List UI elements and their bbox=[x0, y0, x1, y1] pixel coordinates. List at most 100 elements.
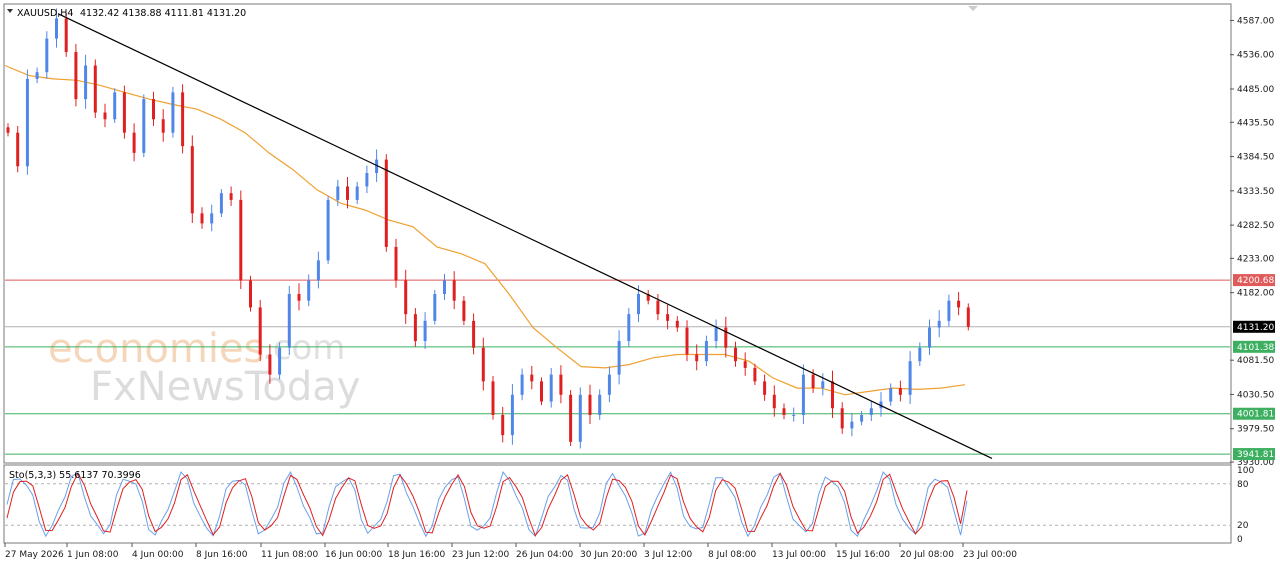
scroll-marker-icon[interactable] bbox=[968, 6, 978, 11]
candle-body bbox=[45, 38, 49, 73]
candle-body bbox=[152, 99, 155, 120]
candle-body bbox=[6, 127, 10, 133]
stochastic-label: Sto(5,3,3) 55.6137 70.3996 bbox=[9, 470, 141, 481]
price-tick-label: 4384.50 bbox=[1237, 153, 1274, 163]
candle-body bbox=[103, 112, 107, 120]
time-tick-label: 20 Jul 08:00 bbox=[900, 550, 954, 560]
candle-body bbox=[860, 414, 864, 422]
candle-body bbox=[423, 320, 427, 342]
candle-body bbox=[734, 347, 737, 362]
candle-body bbox=[501, 414, 505, 436]
stoch-tick-label: 80 bbox=[1237, 480, 1249, 490]
price-axis: 4587.00 4536.00 4485.00 4435.50 4384.50 4333.… bbox=[1230, 16, 1274, 468]
price-tags: 4200.68 4131.20 4101.38 4001.81 3941.81 bbox=[1233, 274, 1275, 461]
candle-body bbox=[879, 401, 883, 409]
candle-body bbox=[190, 146, 194, 214]
candle-body bbox=[229, 193, 233, 200]
stoch-tick-label: 20 bbox=[1237, 521, 1249, 531]
candle-body bbox=[937, 320, 941, 328]
time-axis: 27 May 2026 1 Jun 08:00 4 Jun 00:00 8 Jun 1… bbox=[4, 543, 1017, 560]
candle-body bbox=[831, 381, 834, 409]
triangle-down-icon[interactable] bbox=[7, 9, 13, 13]
candle-body bbox=[801, 374, 805, 415]
candle-body bbox=[336, 186, 340, 200]
candle-body bbox=[355, 186, 359, 200]
watermark-fxnewstoday: FxNewsToday bbox=[90, 364, 360, 410]
candle-body bbox=[443, 280, 446, 294]
candle-body bbox=[452, 280, 456, 301]
candle-body bbox=[637, 293, 640, 315]
candle-body bbox=[869, 408, 873, 415]
candle-body bbox=[268, 354, 272, 375]
time-tick-label: 23 Jul 00:00 bbox=[963, 550, 1017, 560]
time-tick-label: 13 Jul 00:00 bbox=[772, 550, 826, 560]
time-tick-label: 15 Jul 16:00 bbox=[836, 550, 890, 560]
price-tick-label: 4030.50 bbox=[1237, 390, 1274, 400]
candle-body bbox=[569, 394, 573, 442]
candle-body bbox=[326, 199, 330, 261]
level-lines bbox=[5, 279, 1230, 455]
candle-body bbox=[394, 246, 398, 281]
watermark: economies .com FxNewsToday bbox=[48, 326, 360, 410]
moving-average bbox=[4, 64, 966, 396]
candle-body bbox=[297, 293, 301, 301]
price-tag-label: 4131.20 bbox=[1237, 323, 1274, 333]
candle-body bbox=[724, 327, 728, 348]
candle-body bbox=[908, 361, 912, 395]
price-tag-4131.20 bbox=[1233, 320, 1275, 333]
candle-body bbox=[365, 173, 369, 187]
candle-body bbox=[792, 414, 796, 416]
candle-body bbox=[25, 78, 29, 167]
price-tick-label: 4233.00 bbox=[1237, 254, 1274, 264]
stochastic-lines: 100 80 20 0 bbox=[5, 466, 1254, 545]
price-tick-label: 3930.00 bbox=[1237, 458, 1274, 468]
candle-body bbox=[171, 92, 175, 133]
candle-body bbox=[685, 327, 689, 355]
time-tick-label: 3 Jul 12:00 bbox=[644, 550, 693, 560]
price-tag-label: 4001.81 bbox=[1237, 410, 1274, 420]
candle-body bbox=[462, 300, 466, 321]
candle-body bbox=[258, 307, 262, 355]
candle-body bbox=[35, 72, 39, 79]
candle-body bbox=[675, 320, 679, 328]
candle-body bbox=[74, 52, 78, 100]
candle-body bbox=[821, 381, 825, 389]
price-tick-label: 4081.50 bbox=[1237, 356, 1274, 366]
candle-body bbox=[510, 394, 514, 436]
time-tick-label: 30 Jun 20:00 bbox=[580, 550, 637, 560]
candle-body bbox=[850, 421, 854, 429]
candle-body bbox=[287, 293, 291, 348]
candle-body bbox=[200, 213, 204, 224]
candle-body bbox=[93, 65, 97, 113]
candle-body bbox=[278, 347, 282, 375]
candle-body bbox=[656, 300, 660, 315]
candle-body bbox=[666, 314, 670, 321]
candle-body bbox=[64, 18, 68, 53]
candle-body bbox=[181, 92, 185, 147]
candle-body bbox=[16, 132, 20, 167]
candle-body bbox=[481, 347, 485, 382]
candle-body bbox=[598, 394, 602, 415]
price-tick-label: 4435.50 bbox=[1237, 118, 1274, 128]
candle-body bbox=[346, 186, 349, 200]
candle-body bbox=[549, 374, 553, 402]
time-tick-label: 16 Jun 00:00 bbox=[325, 550, 382, 560]
candle-body bbox=[472, 320, 476, 348]
time-tick-label: 18 Jun 16:00 bbox=[388, 550, 445, 560]
candle-body bbox=[84, 65, 88, 100]
candle-body bbox=[947, 300, 951, 321]
price-tag-4101.38 bbox=[1233, 340, 1275, 353]
candle-body bbox=[840, 408, 844, 429]
candle-body bbox=[695, 354, 699, 362]
price-tick-label: 4182.00 bbox=[1237, 289, 1274, 299]
price-tag-4001.81 bbox=[1233, 407, 1275, 420]
candle-body bbox=[966, 307, 970, 327]
time-tick-label: 27 May 2026 bbox=[5, 550, 64, 560]
candle-body bbox=[520, 374, 524, 395]
candle-body bbox=[413, 314, 417, 342]
time-tick-label: 8 Jul 08:00 bbox=[708, 550, 757, 560]
candle-body bbox=[122, 92, 126, 133]
candle-body bbox=[142, 99, 146, 153]
candle-body bbox=[540, 381, 543, 402]
